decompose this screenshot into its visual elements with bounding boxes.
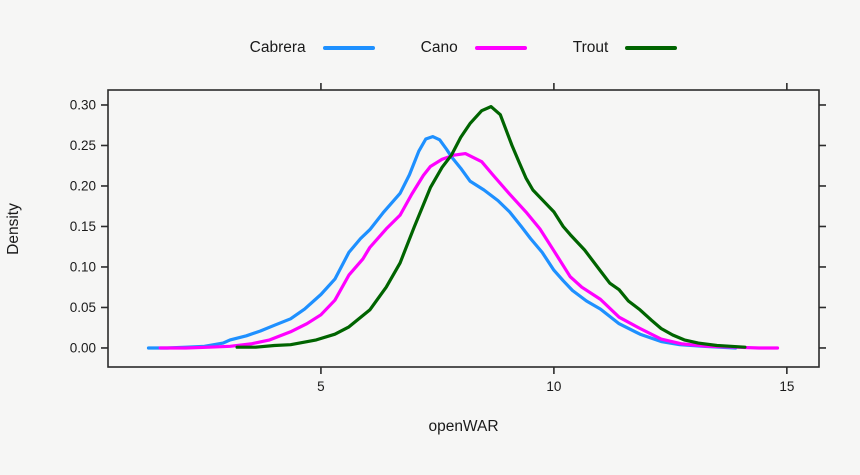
y-tick-label: 0.30 — [70, 98, 96, 113]
plot-frame — [107, 89, 820, 368]
legend-item-cano: Cano — [421, 39, 527, 57]
density-curve-trout — [235, 104, 747, 349]
x-axis-title: openWAR — [428, 418, 499, 435]
legend-line-swatch-cabrera — [322, 46, 375, 50]
density-curve-cano — [158, 152, 780, 350]
legend-label-trout: Trout — [572, 39, 609, 56]
x-tick-label: 10 — [546, 379, 561, 394]
legend-item-cabrera: Cabrera — [250, 39, 375, 57]
density-curve-cabrera — [146, 135, 738, 350]
y-axis-title: Density — [5, 203, 22, 255]
legend-item-trout: Trout — [573, 39, 678, 57]
y-tick-label: 0.15 — [70, 219, 96, 234]
legend-label-cabrera: Cabrera — [249, 39, 306, 56]
x-tick-label: 15 — [779, 379, 794, 394]
legend-label-cano: Cano — [420, 39, 458, 56]
y-tick-label: 0.00 — [70, 341, 96, 356]
legend-line-swatch-cano — [474, 46, 527, 50]
legend-line-swatch-trout — [625, 46, 678, 50]
y-tick-label: 0.05 — [70, 300, 96, 315]
legend: Cabrera Cano Trout — [108, 36, 819, 60]
y-tick-label: 0.25 — [70, 138, 96, 153]
y-tick-label: 0.10 — [70, 260, 96, 275]
y-tick-label: 0.20 — [70, 179, 96, 194]
x-tick-label: 5 — [317, 379, 325, 394]
